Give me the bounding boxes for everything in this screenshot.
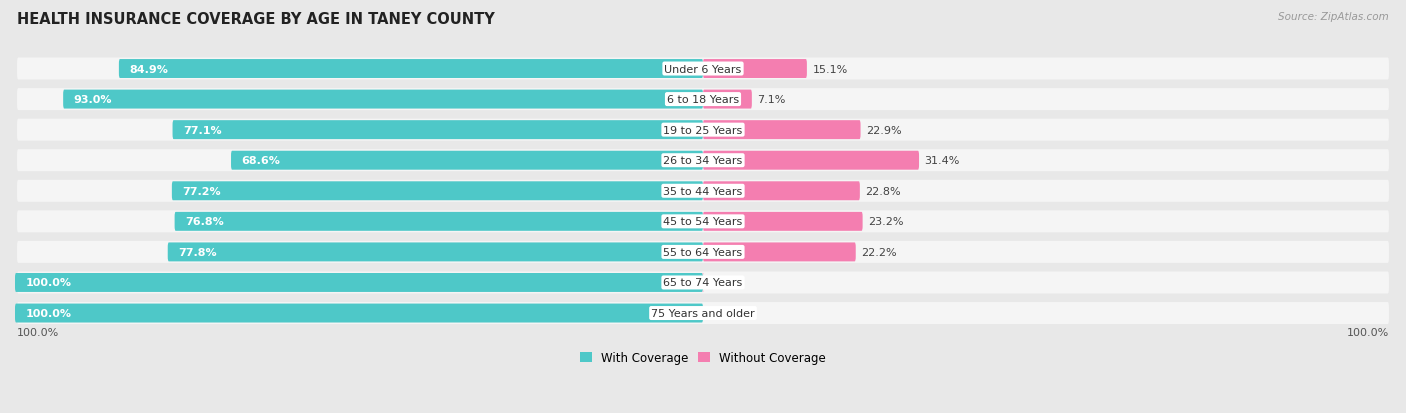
FancyBboxPatch shape: [17, 89, 1389, 111]
FancyBboxPatch shape: [703, 182, 860, 201]
Text: 68.6%: 68.6%: [242, 156, 280, 166]
Text: Source: ZipAtlas.com: Source: ZipAtlas.com: [1278, 12, 1389, 22]
Text: 6 to 18 Years: 6 to 18 Years: [666, 95, 740, 105]
Text: 93.0%: 93.0%: [73, 95, 112, 105]
Text: 45 to 54 Years: 45 to 54 Years: [664, 217, 742, 227]
Legend: With Coverage, Without Coverage: With Coverage, Without Coverage: [575, 347, 831, 369]
FancyBboxPatch shape: [120, 60, 703, 79]
FancyBboxPatch shape: [703, 121, 860, 140]
FancyBboxPatch shape: [15, 304, 703, 323]
Text: 76.8%: 76.8%: [186, 217, 224, 227]
Text: 15.1%: 15.1%: [813, 64, 848, 74]
FancyBboxPatch shape: [702, 273, 704, 292]
Text: Under 6 Years: Under 6 Years: [665, 64, 741, 74]
Text: 26 to 34 Years: 26 to 34 Years: [664, 156, 742, 166]
Text: 0.01%: 0.01%: [709, 278, 744, 288]
FancyBboxPatch shape: [703, 212, 863, 231]
Text: 7.1%: 7.1%: [758, 95, 786, 105]
FancyBboxPatch shape: [703, 60, 807, 79]
FancyBboxPatch shape: [63, 90, 703, 109]
Text: 23.2%: 23.2%: [868, 217, 904, 227]
Text: 22.8%: 22.8%: [865, 186, 901, 196]
Text: 0.0%: 0.0%: [709, 308, 737, 318]
Text: 77.8%: 77.8%: [179, 247, 217, 257]
Text: 100.0%: 100.0%: [17, 327, 59, 337]
Text: 19 to 25 Years: 19 to 25 Years: [664, 125, 742, 135]
FancyBboxPatch shape: [17, 58, 1389, 80]
Text: 100.0%: 100.0%: [1347, 327, 1389, 337]
FancyBboxPatch shape: [17, 302, 1389, 324]
FancyBboxPatch shape: [17, 241, 1389, 263]
FancyBboxPatch shape: [15, 273, 703, 292]
Text: 100.0%: 100.0%: [25, 278, 72, 288]
Text: 75 Years and older: 75 Years and older: [651, 308, 755, 318]
Text: 100.0%: 100.0%: [25, 308, 72, 318]
FancyBboxPatch shape: [17, 119, 1389, 141]
FancyBboxPatch shape: [17, 150, 1389, 172]
FancyBboxPatch shape: [174, 212, 703, 231]
FancyBboxPatch shape: [167, 243, 703, 262]
FancyBboxPatch shape: [173, 121, 703, 140]
Text: 77.2%: 77.2%: [183, 186, 221, 196]
FancyBboxPatch shape: [703, 152, 920, 170]
FancyBboxPatch shape: [17, 272, 1389, 294]
FancyBboxPatch shape: [703, 90, 752, 109]
Text: 84.9%: 84.9%: [129, 64, 169, 74]
FancyBboxPatch shape: [17, 180, 1389, 202]
Text: 55 to 64 Years: 55 to 64 Years: [664, 247, 742, 257]
FancyBboxPatch shape: [231, 152, 703, 170]
Text: 65 to 74 Years: 65 to 74 Years: [664, 278, 742, 288]
Text: 35 to 44 Years: 35 to 44 Years: [664, 186, 742, 196]
Text: 77.1%: 77.1%: [183, 125, 222, 135]
FancyBboxPatch shape: [17, 211, 1389, 233]
Text: HEALTH INSURANCE COVERAGE BY AGE IN TANEY COUNTY: HEALTH INSURANCE COVERAGE BY AGE IN TANE…: [17, 12, 495, 27]
Text: 22.2%: 22.2%: [862, 247, 897, 257]
FancyBboxPatch shape: [172, 182, 703, 201]
FancyBboxPatch shape: [703, 243, 856, 262]
Text: 22.9%: 22.9%: [866, 125, 901, 135]
Text: 31.4%: 31.4%: [925, 156, 960, 166]
